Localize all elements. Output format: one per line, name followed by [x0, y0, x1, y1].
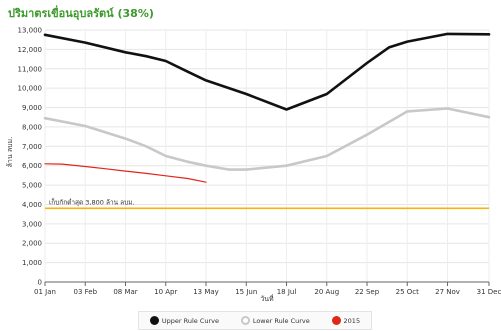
legend-upper-dot-icon	[149, 316, 159, 325]
y-tick-label: 9,000	[22, 104, 42, 112]
reference-line-label: เก็บกักต่ำสุด 3,800 ล้าน ลบม.	[49, 197, 135, 206]
x-tick-label: 18 Jul	[277, 288, 297, 296]
x-tick-label: 13 May	[193, 288, 219, 296]
x-axis-ticks: 01 Jan 03 Feb 08 Mar 10 Apr 13 May 15 Jun 18 J…	[34, 281, 501, 296]
chart-title: ปริมาตรเขื่อนอุบลรัตน์ (38%)	[8, 7, 154, 20]
series-line-2015	[44, 163, 207, 183]
y-tick-label: 12,000	[18, 46, 43, 54]
y-tick-label: 0	[38, 279, 42, 287]
y-tick-label: 3,000	[22, 220, 42, 228]
x-tick-label: 27 Nov	[435, 288, 460, 296]
legend-label-upper: Upper Rule Curve	[161, 316, 220, 325]
legend: Upper Rule Curve Lower Rule Curve 2015	[138, 311, 372, 330]
x-tick-label: 31 Dec	[477, 288, 501, 296]
x-tick-label: 20 Aug	[314, 288, 339, 296]
legend-lower-dot-icon	[240, 316, 250, 325]
y-tick-label: 6,000	[22, 162, 42, 170]
legend-label-2015: 2015	[343, 316, 361, 325]
reference-line-layer: เก็บกักต่ำสุด 3,800 ล้าน ลบม.	[45, 197, 489, 210]
legend-label-lower: Lower Rule Curve	[252, 316, 310, 325]
y-axis-title: ล้าน ลบม.	[6, 137, 14, 168]
legend-2015-dot-icon	[331, 316, 341, 325]
y-tick-label: 8,000	[22, 123, 42, 131]
x-tick-label: 08 Mar	[113, 288, 137, 296]
x-tick-label: 01 Jan	[34, 288, 56, 296]
series-line-lower-rule-curve	[43, 107, 491, 171]
series-layer	[43, 32, 491, 183]
x-tick-label: 03 Feb	[73, 288, 97, 296]
series-line-upper-rule-curve	[43, 32, 491, 111]
y-tick-label: 5,000	[22, 182, 42, 190]
y-tick-label: 10,000	[18, 85, 43, 93]
x-axis-title: วันที่	[260, 294, 274, 303]
legend-item-lower-rule-curve[interactable]: Lower Rule Curve	[240, 316, 310, 325]
y-tick-label: 2,000	[22, 240, 42, 248]
legend-item-2015[interactable]: 2015	[331, 316, 361, 325]
x-tick-label: 22 Sep	[355, 288, 380, 296]
grid-layer	[44, 29, 490, 283]
x-tick-label: 25 Oct	[396, 288, 419, 296]
y-tick-label: 1,000	[22, 259, 42, 267]
legend-item-upper-rule-curve[interactable]: Upper Rule Curve	[149, 316, 220, 325]
y-tick-label: 11,000	[18, 65, 43, 73]
x-tick-label: 15 Jun	[235, 288, 257, 296]
y-tick-label: 13,000	[18, 27, 43, 35]
y-axis-ticks: 0 1,000 2,000 3,000 4,000 5,000 6,000 7,000 8,00…	[18, 27, 43, 287]
y-tick-label: 7,000	[22, 143, 42, 151]
x-tick-label: 10 Apr	[154, 288, 177, 296]
y-tick-label: 4,000	[22, 201, 42, 209]
